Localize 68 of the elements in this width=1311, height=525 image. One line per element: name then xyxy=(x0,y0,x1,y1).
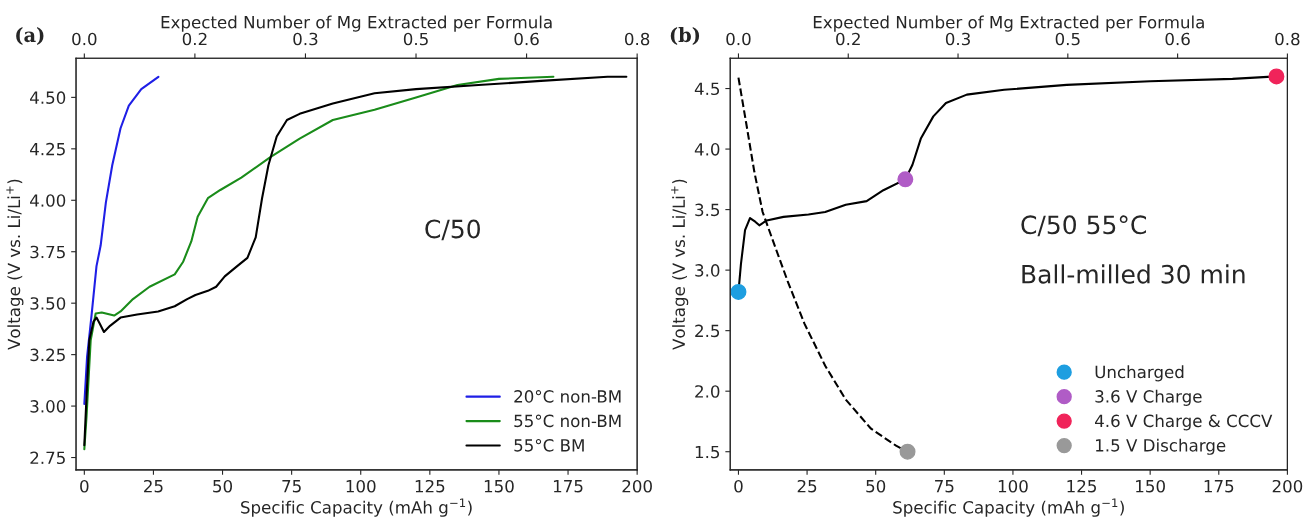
legend-label: 55°C non-BM xyxy=(514,414,621,428)
x2-tick-label: 0.8 xyxy=(1275,32,1300,46)
x2-tick-label: 0.3 xyxy=(945,32,970,46)
x2-tick-label: 0.6 xyxy=(1165,32,1190,46)
x-tick-label: 100 xyxy=(346,479,376,493)
annotation: C/50 55°C xyxy=(1021,215,1147,237)
x-tick-label: 75 xyxy=(282,480,301,493)
x-tick-label: 175 xyxy=(553,480,583,493)
y-tick-label: 3.25 xyxy=(30,348,65,362)
x2-tick-label: 0.0 xyxy=(72,32,97,46)
x-tick-label: 150 xyxy=(484,479,514,493)
point xyxy=(1268,68,1285,85)
point xyxy=(730,283,747,300)
x-tick-label: 125 xyxy=(1067,479,1096,493)
x-tick-label: 175 xyxy=(1204,480,1234,493)
x2-tick-label: 0.8 xyxy=(624,32,650,46)
legend-label: 55°C BM xyxy=(514,439,584,452)
y-tick-label: 3.75 xyxy=(30,245,65,259)
x2-axis-title: Expected Number of Mg Extracted per Formula xyxy=(813,15,1204,32)
x-axis-title: Specific Capacity (mAh g$^{−1}$) xyxy=(241,498,472,517)
point xyxy=(899,443,916,460)
x2-tick-label: 0.6 xyxy=(514,32,539,46)
y-tick-label: 4.0 xyxy=(694,143,720,156)
annotation: Ball-milled 30 min xyxy=(1022,264,1245,284)
x-tick-label: 50 xyxy=(866,479,886,493)
x-axis-title: Specific Capacity (mAh g$^{−1}$) xyxy=(893,498,1124,517)
x2-tick-label: 0.5 xyxy=(403,32,428,46)
point xyxy=(897,171,914,188)
y-tick-label: 3.00 xyxy=(30,400,66,413)
x2-tick-label: 0.2 xyxy=(836,32,860,46)
legend-label: 3.6 V Charge xyxy=(1095,389,1202,406)
x-tick-label: 0 xyxy=(80,479,89,493)
x-tick-label: 25 xyxy=(797,479,817,493)
y-tick-label: 3.50 xyxy=(30,297,66,310)
x2-axis-title: Expected Number of Mg Extracted per Formula xyxy=(161,15,552,32)
x-tick-label: 25 xyxy=(144,479,163,493)
x-tick-label: 125 xyxy=(415,479,445,493)
x-tick-label: 200 xyxy=(1272,479,1303,493)
x2-tick-label: 0.5 xyxy=(1055,32,1080,46)
legend-label: 4.6 V Charge & CCCV xyxy=(1095,414,1273,431)
legend-label: Uncharged xyxy=(1095,365,1184,382)
y-tick-label: 3.5 xyxy=(695,203,720,217)
chart-title: (a) xyxy=(16,27,44,45)
chart-title: (b) xyxy=(670,27,700,45)
x2-tick-label: 0.0 xyxy=(726,32,751,46)
y-tick-label: 4.00 xyxy=(30,194,66,207)
y-axis-title: Voltage (V vs. Li/Li$^{+}$) xyxy=(671,179,689,350)
x-tick-label: 75 xyxy=(935,480,954,493)
x-tick-label: 50 xyxy=(213,479,233,493)
x2-tick-label: 0.2 xyxy=(182,32,207,46)
x-tick-label: 100 xyxy=(998,479,1028,493)
y-tick-label: 4.25 xyxy=(30,142,65,156)
x-tick-label: 200 xyxy=(622,479,652,493)
y-axis-title: Voltage (V vs. Li/Li$^{+}$) xyxy=(6,179,24,350)
x-tick-label: 150 xyxy=(1136,479,1165,493)
y-tick-label: 4.5 xyxy=(694,82,720,96)
y-tick-label: 3.0 xyxy=(695,264,720,277)
y-tick-label: 2.75 xyxy=(30,451,65,465)
line-series xyxy=(83,75,160,406)
y-tick-label: 2.0 xyxy=(695,385,720,398)
legend-label: 20°C non-BM xyxy=(514,390,621,403)
y-tick-label: 1.5 xyxy=(695,445,720,459)
x-tick-label: 0 xyxy=(734,479,743,493)
y-tick-label: 2.5 xyxy=(695,324,720,338)
x2-tick-label: 0.3 xyxy=(293,32,318,46)
y-tick-label: 4.50 xyxy=(30,91,66,104)
annotation: C/50 xyxy=(425,219,480,241)
legend-label: 1.5 V Discharge xyxy=(1096,438,1226,455)
